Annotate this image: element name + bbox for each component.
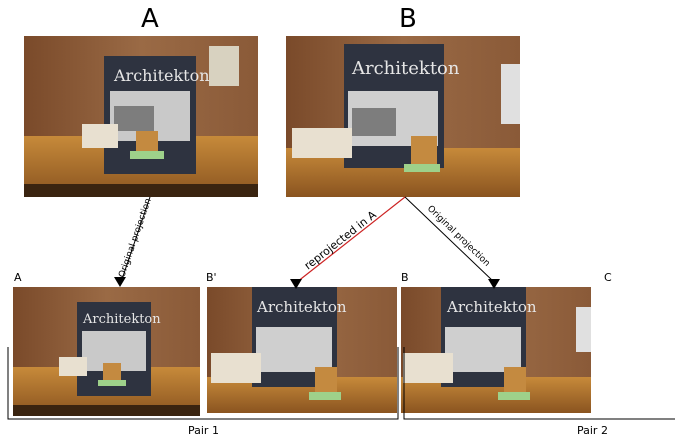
- label-reprojected: reprojected in A: [302, 208, 379, 272]
- magazine-title-text: Architekton: [446, 298, 537, 316]
- photo-bottom-a: Architekton: [13, 287, 200, 416]
- label-bottom-c: C: [604, 271, 612, 284]
- arrowhead-right: [488, 279, 500, 289]
- arrowhead-reprojected: [290, 279, 302, 289]
- bracket-pair1: [7, 347, 399, 420]
- label-pair-1: Pair 1: [188, 424, 219, 437]
- arrow-reprojected: [296, 196, 406, 283]
- magazine-title-text: Architekton: [113, 66, 210, 85]
- label-top-a: A: [141, 4, 159, 34]
- label-pair-2: Pair 2: [577, 424, 608, 437]
- photo-bottom-b: Architekton: [401, 287, 591, 413]
- photo-top-b: Architekton: [286, 36, 520, 197]
- magazine-title-text: Architekton: [351, 58, 460, 79]
- arrowhead-left: [114, 277, 126, 287]
- label-top-b: B: [399, 4, 417, 34]
- label-bottom-b: B: [401, 271, 409, 284]
- photo-bottom-b-prime: Architekton: [207, 287, 397, 413]
- arrow-original-right: [404, 196, 495, 283]
- label-bottom-b-prime: B': [206, 271, 217, 284]
- bracket-pair2: [403, 347, 675, 420]
- label-bottom-a: A: [14, 271, 22, 284]
- photo-top-a: Architekton: [24, 36, 258, 197]
- label-original-projection-left: Original projection: [117, 197, 153, 279]
- magazine-title-text: Architekton: [256, 298, 347, 316]
- label-original-projection-right: Original projection: [425, 204, 492, 269]
- arrow-original-left: [119, 196, 151, 286]
- magazine-title-text: Architekton: [82, 312, 161, 327]
